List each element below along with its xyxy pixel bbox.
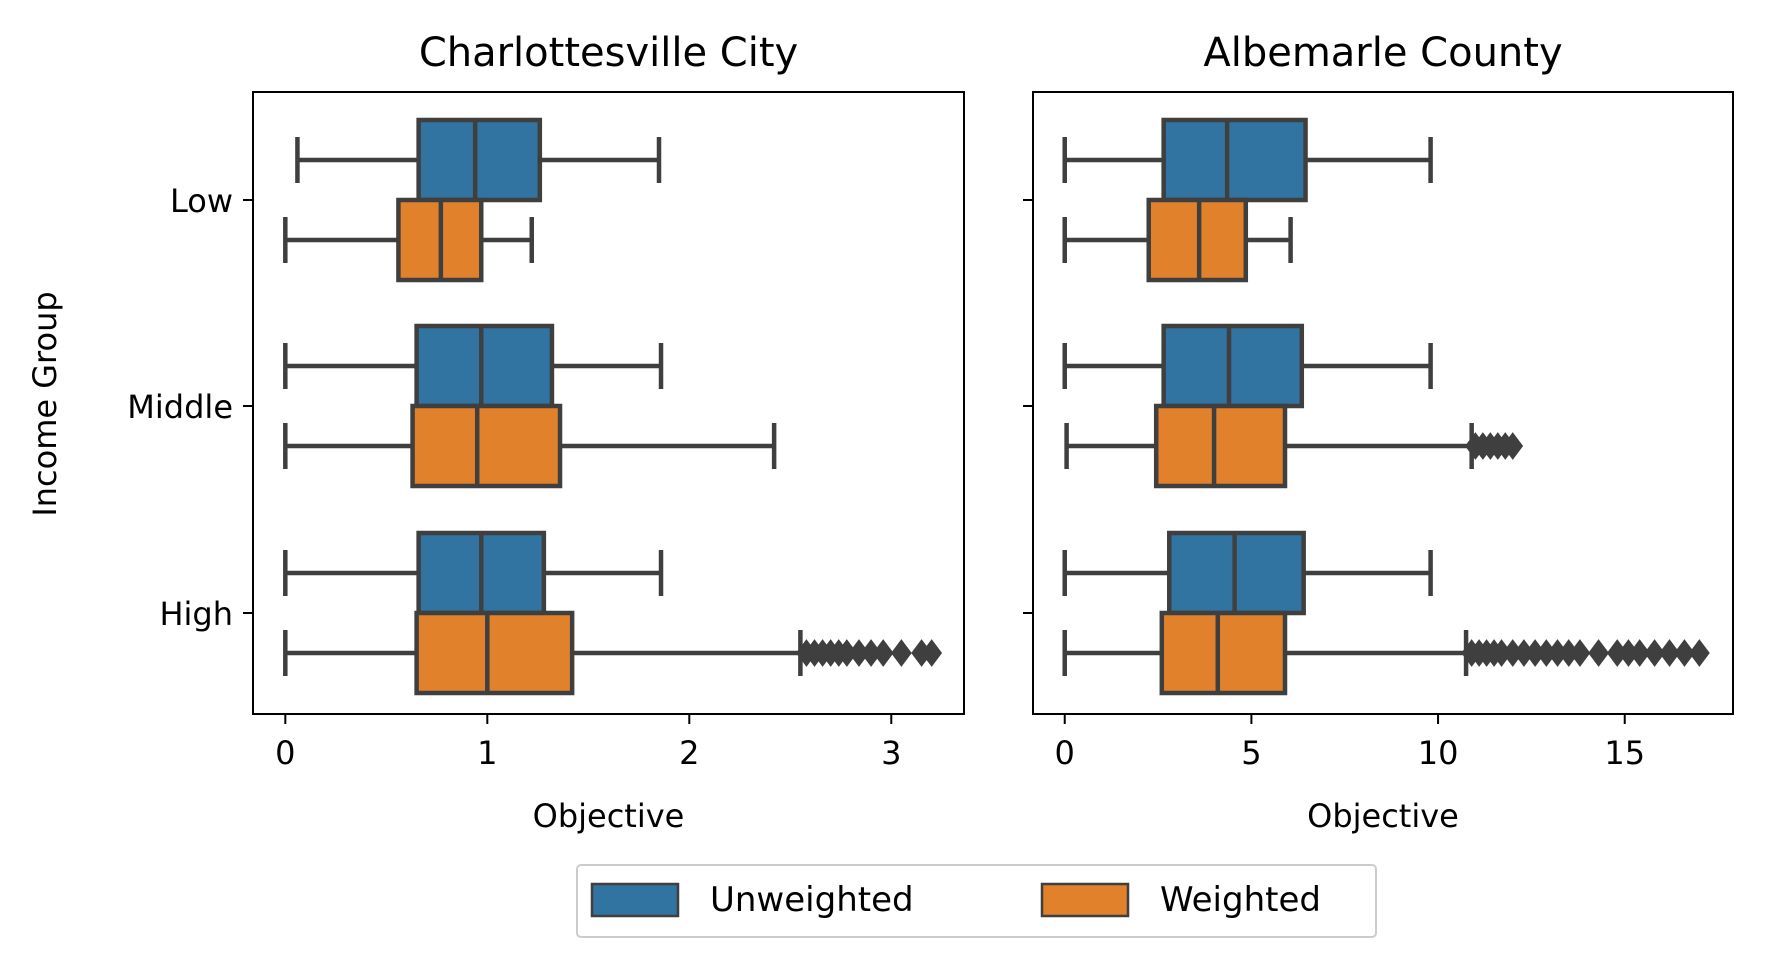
legend-label: Weighted xyxy=(1160,880,1321,920)
x-tick-label: 3 xyxy=(881,734,901,772)
outlier-point xyxy=(1588,639,1609,667)
x-tick-label: 0 xyxy=(275,734,295,772)
x-tick-label: 0 xyxy=(1055,734,1075,772)
outlier-point xyxy=(872,639,894,667)
legend-swatch xyxy=(590,882,680,918)
box-iqr xyxy=(1159,610,1288,696)
chart-panel-1: Charlottesville City 0 1 2 3 Low Middle High Obj… xyxy=(127,30,965,835)
chart-panel-2: Albemarle County 0 5 10 15 Objective xyxy=(1023,30,1734,835)
outlier-point xyxy=(1629,639,1651,667)
x-tick-label: 2 xyxy=(679,734,699,772)
box-iqr xyxy=(1161,117,1308,203)
y-tick-label: Middle xyxy=(127,388,233,426)
box-weighted-middle xyxy=(1064,403,1524,489)
legend-swatch xyxy=(1040,882,1130,918)
box-weighted-high xyxy=(1062,610,1710,696)
box-weighted-low xyxy=(1062,197,1293,283)
legend-label: Unweighted xyxy=(710,880,914,920)
box-iqr xyxy=(1161,323,1305,409)
outlier-point xyxy=(1569,639,1591,667)
chart-title: Albemarle County xyxy=(1203,30,1562,76)
x-axis-label: Objective xyxy=(533,797,685,835)
box-iqr xyxy=(416,117,543,203)
x-axis-label: Objective xyxy=(1307,797,1459,835)
legend-item-weighted: Weighted xyxy=(1040,880,1321,920)
plot-frame xyxy=(252,91,965,715)
box-unweighted-middle xyxy=(283,323,664,409)
plot-frame xyxy=(1032,91,1734,715)
y-tick-label: Low xyxy=(170,182,233,220)
box-iqr xyxy=(414,323,555,409)
box-iqr xyxy=(414,610,575,696)
x-tick-label: 10 xyxy=(1418,734,1459,772)
outlier-point xyxy=(1689,639,1710,667)
box-unweighted-high xyxy=(1062,530,1433,616)
legend: Unweighted Weighted xyxy=(576,864,1377,938)
box-unweighted-low xyxy=(295,117,662,203)
x-tick-label: 15 xyxy=(1604,734,1645,772)
outlier-point xyxy=(1502,432,1524,460)
box-unweighted-middle xyxy=(1062,323,1433,409)
outlier-point xyxy=(1659,639,1680,667)
legend-frame xyxy=(576,864,1377,938)
box-unweighted-high xyxy=(283,530,664,616)
x-tick-label: 1 xyxy=(477,734,497,772)
box-iqr xyxy=(1153,403,1288,489)
outlier-point xyxy=(921,639,943,667)
box-weighted-low xyxy=(283,197,534,283)
y-tick-label: High xyxy=(159,595,233,633)
chart-panels: Charlottesville City 0 1 2 3 Low Middle High Obj… xyxy=(127,30,1734,835)
outlier-point xyxy=(891,639,912,667)
outlier-point xyxy=(1644,639,1665,667)
box-weighted-middle xyxy=(283,403,777,489)
box-unweighted-low xyxy=(1062,117,1433,203)
box-iqr xyxy=(410,403,563,489)
outlier-point xyxy=(1674,639,1695,667)
x-tick-label: 5 xyxy=(1241,734,1261,772)
legend-item-unweighted: Unweighted xyxy=(590,880,914,920)
box-weighted-high xyxy=(283,610,943,696)
y-axis-label: Income Group xyxy=(26,291,64,516)
chart-title: Charlottesville City xyxy=(419,30,798,76)
